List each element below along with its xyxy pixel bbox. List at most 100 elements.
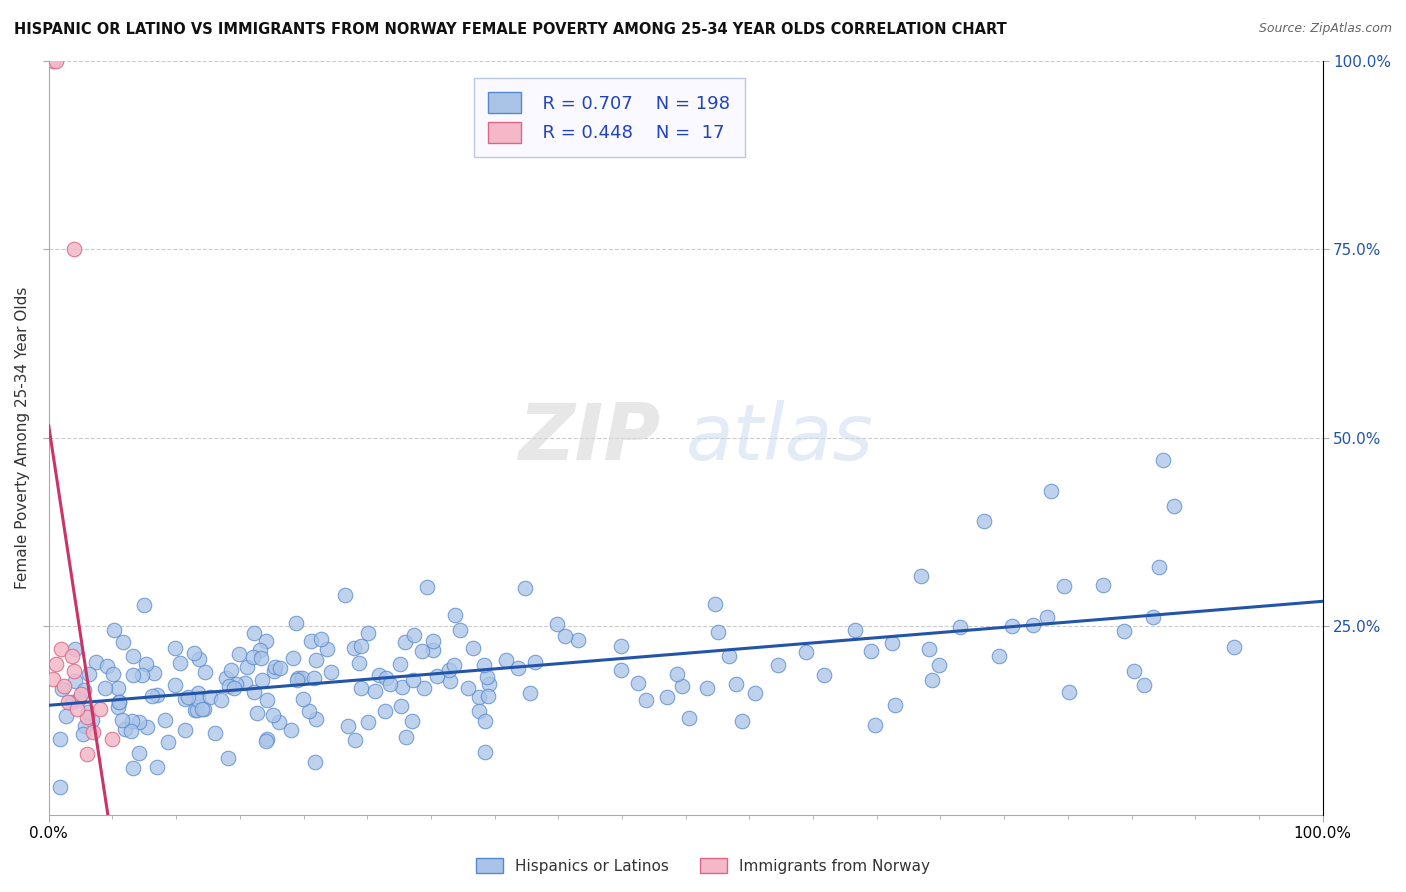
Point <box>364 683 387 698</box>
Point <box>135 657 157 672</box>
Point <box>374 704 396 718</box>
Point <box>1142 610 1164 624</box>
Point <box>389 698 412 713</box>
Point <box>319 665 342 680</box>
Point <box>249 642 271 657</box>
Point <box>177 690 200 704</box>
Point <box>309 632 332 646</box>
Point <box>53 680 76 694</box>
Point <box>283 650 305 665</box>
Point <box>63 674 86 689</box>
Point <box>256 732 278 747</box>
Point <box>378 676 401 690</box>
Text: Source: ZipAtlas.com: Source: ZipAtlas.com <box>1258 22 1392 36</box>
Point <box>121 761 143 775</box>
Point <box>256 693 278 707</box>
Point <box>813 668 835 682</box>
Point <box>219 663 242 677</box>
Point <box>66 702 89 716</box>
Point <box>263 665 285 679</box>
Point <box>250 673 273 688</box>
Point <box>291 671 314 685</box>
Point <box>45 54 67 69</box>
Point <box>918 642 941 657</box>
Legend: Hispanics or Latinos, Immigrants from Norway: Hispanics or Latinos, Immigrants from No… <box>470 852 936 880</box>
Point <box>304 755 326 769</box>
Point <box>173 692 195 706</box>
Point <box>626 676 648 690</box>
Point <box>187 652 209 666</box>
Point <box>186 702 208 716</box>
Point <box>254 734 277 748</box>
Point <box>217 751 239 765</box>
Point <box>222 681 245 695</box>
Point <box>513 582 536 596</box>
Point <box>243 625 266 640</box>
Point <box>198 690 221 704</box>
Point <box>280 723 302 737</box>
Point <box>107 700 129 714</box>
Point <box>707 625 730 640</box>
Point <box>506 661 529 675</box>
Point <box>1114 624 1136 638</box>
Point <box>146 688 169 702</box>
Point <box>121 648 143 663</box>
Point <box>299 633 322 648</box>
Point <box>187 686 209 700</box>
Point <box>474 714 496 728</box>
Point <box>254 634 277 648</box>
Point <box>122 668 145 682</box>
Point <box>246 706 269 720</box>
Point <box>443 658 465 673</box>
Point <box>350 681 373 695</box>
Point <box>439 673 461 688</box>
Y-axis label: Female Poverty Among 25-34 Year Olds: Female Poverty Among 25-34 Year Olds <box>15 286 30 589</box>
Point <box>41 672 63 686</box>
Point <box>910 568 932 582</box>
Point <box>725 677 748 691</box>
Point <box>184 703 207 717</box>
Point <box>495 653 517 667</box>
Point <box>666 667 689 681</box>
Point <box>63 642 86 657</box>
Point <box>250 650 273 665</box>
Point <box>402 628 425 642</box>
Point <box>696 681 718 695</box>
Point <box>443 608 465 623</box>
Point <box>395 730 418 744</box>
Point <box>69 687 91 701</box>
Point <box>337 719 360 733</box>
Point <box>1133 678 1156 692</box>
Point <box>394 635 416 649</box>
Point <box>449 623 471 637</box>
Point <box>477 689 499 703</box>
Text: atlas: atlas <box>686 400 873 475</box>
Point <box>634 693 657 707</box>
Point <box>474 745 496 759</box>
Point <box>187 693 209 707</box>
Point <box>80 713 103 727</box>
Point <box>401 714 423 728</box>
Point <box>93 681 115 695</box>
Point <box>333 588 356 602</box>
Point <box>422 634 444 648</box>
Point <box>131 667 153 681</box>
Point <box>67 692 90 706</box>
Point <box>111 635 134 649</box>
Point <box>82 724 104 739</box>
Point <box>463 640 485 655</box>
Point <box>411 644 433 658</box>
Point <box>422 643 444 657</box>
Point <box>1152 453 1174 467</box>
Point <box>1053 579 1076 593</box>
Point <box>136 720 159 734</box>
Point <box>949 620 972 634</box>
Point <box>193 702 215 716</box>
Point <box>108 695 131 709</box>
Point <box>236 659 259 673</box>
Point <box>60 649 83 664</box>
Point <box>305 653 328 667</box>
Point <box>457 681 479 696</box>
Point <box>163 640 186 655</box>
Point <box>609 640 631 654</box>
